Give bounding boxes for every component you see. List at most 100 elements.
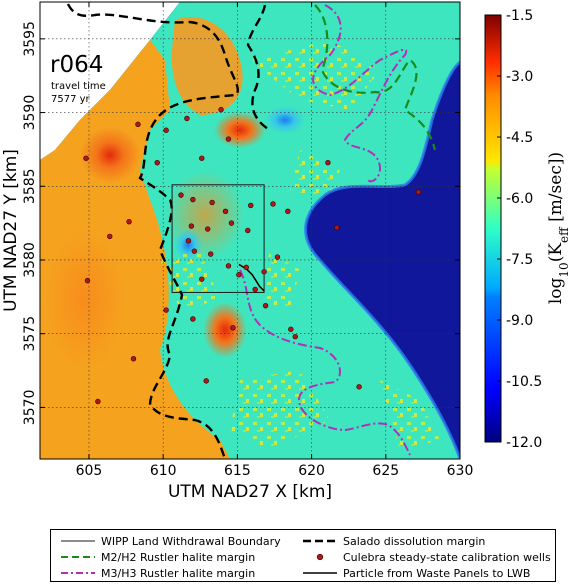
legend-item-particle: Particle from Waste Panels to LWB bbox=[303, 565, 530, 581]
calibration-well bbox=[285, 208, 291, 215]
calibration-well bbox=[225, 136, 232, 142]
no-data-region bbox=[40, 2, 180, 160]
calibration-well bbox=[205, 226, 211, 232]
colorbar bbox=[484, 14, 502, 443]
colorbar-tick-label: -12.0 bbox=[506, 435, 542, 451]
colorbar-tick-label: -7.5 bbox=[506, 252, 533, 268]
calibration-well bbox=[84, 277, 91, 284]
cool-spot-north bbox=[265, 106, 305, 134]
calibration-well bbox=[178, 192, 184, 198]
x-tick-label: 625 bbox=[372, 463, 399, 479]
colorbar-tick-label: -10.5 bbox=[506, 374, 542, 390]
calibration-well bbox=[185, 238, 192, 244]
calibration-well bbox=[163, 307, 169, 313]
calibration-well bbox=[261, 269, 267, 275]
calibration-well bbox=[95, 398, 101, 405]
legend-label: Salado dissolution margin bbox=[343, 534, 486, 548]
y-axis-label: UTM NAD27 Y [km] bbox=[1, 149, 21, 312]
legend-swatch-black-dashed bbox=[303, 535, 337, 547]
colorbar-tick-label: -9.0 bbox=[506, 313, 533, 329]
legend-item-m3h3: M3/H3 Rustler halite margin bbox=[61, 565, 255, 581]
calibration-well bbox=[184, 115, 190, 122]
legend-swatch-green-dashed bbox=[61, 551, 95, 563]
hotspot-center-north bbox=[214, 112, 266, 148]
y-tick-label: 3590 bbox=[22, 95, 38, 131]
calibration-well bbox=[228, 220, 235, 226]
legend-swatch-purple-dashdot bbox=[61, 567, 95, 579]
colorbar-tick-label: -3.0 bbox=[506, 69, 533, 85]
calibration-well bbox=[270, 201, 276, 207]
calibration-well bbox=[207, 251, 214, 257]
calibration-well bbox=[334, 224, 340, 231]
calibration-well bbox=[230, 325, 236, 331]
calibration-well bbox=[288, 326, 294, 332]
hotspot-south bbox=[203, 302, 247, 358]
travel-time-label: travel time bbox=[51, 81, 106, 92]
hotspot-west bbox=[80, 127, 140, 183]
legend-label: Culebra steady-state calibration wells bbox=[343, 550, 551, 564]
calibration-well bbox=[218, 106, 224, 113]
calibration-well bbox=[245, 227, 251, 234]
y-tick-label: 3595 bbox=[22, 21, 38, 57]
calibration-well bbox=[135, 121, 141, 128]
y-tick-label: 3585 bbox=[22, 168, 38, 204]
calibration-well bbox=[130, 356, 137, 362]
salado-dissolution-margin-east bbox=[246, 4, 271, 132]
travel-time-value: 7577 yr bbox=[51, 94, 91, 105]
m2h2-rustler-halite-margin bbox=[314, 4, 437, 151]
y-tick-label: 3580 bbox=[22, 242, 38, 278]
orange-patch-north bbox=[171, 16, 243, 116]
y-tick-label: 3575 bbox=[22, 316, 38, 352]
realization-label: r064 bbox=[50, 52, 103, 78]
grid-lines bbox=[40, 2, 460, 459]
calibration-well bbox=[203, 378, 209, 384]
calibration-well bbox=[209, 199, 215, 206]
calibration-well bbox=[262, 302, 269, 309]
legend-swatch-solid-thin bbox=[61, 535, 95, 547]
calibration-well bbox=[222, 208, 229, 215]
legend-item-salado: Salado dissolution margin bbox=[303, 533, 485, 549]
plot-frame bbox=[39, 1, 461, 460]
calibration-well bbox=[292, 333, 298, 340]
calibration-well bbox=[325, 159, 331, 166]
calibration-well bbox=[107, 233, 113, 240]
calibration-well bbox=[415, 189, 422, 195]
x-axis-label: UTM NAD27 X [km] bbox=[168, 482, 332, 502]
calibration-well bbox=[154, 159, 160, 166]
wipp-land-withdrawal-boundary bbox=[171, 184, 265, 293]
calibration-well bbox=[248, 202, 254, 209]
y-tick-label: 3570 bbox=[22, 390, 38, 426]
x-tick-label: 630 bbox=[447, 463, 474, 479]
m3h3-rustler-halite-margin-south bbox=[239, 269, 411, 456]
colorbar-tick-label: -1.5 bbox=[506, 8, 533, 24]
x-tick-label: 610 bbox=[150, 463, 177, 479]
legend-item-wipp-boundary: WIPP Land Withdrawal Boundary bbox=[61, 533, 281, 549]
colorbar-tick-label: -6.0 bbox=[506, 191, 533, 207]
legend-swatch-well-marker bbox=[303, 551, 337, 563]
salado-dissolution-margin bbox=[66, 3, 239, 459]
legend-swatch-solid-black bbox=[303, 567, 337, 579]
legend-item-wells: Culebra steady-state calibration wells bbox=[303, 549, 551, 565]
x-tick-label: 620 bbox=[298, 463, 325, 479]
legend-label: Particle from Waste Panels to LWB bbox=[343, 566, 531, 580]
colorbar-label: log10(Keff [m/sec]) bbox=[546, 152, 571, 304]
x-tick-label: 605 bbox=[76, 463, 103, 479]
calibration-well bbox=[188, 223, 195, 229]
calibration-well bbox=[225, 263, 232, 269]
bay-edge bbox=[304, 60, 460, 459]
legend: WIPP Land Withdrawal Boundary M2/H2 Rust… bbox=[50, 529, 556, 582]
calibration-well bbox=[199, 276, 205, 282]
warm-zone-southwest bbox=[45, 230, 125, 370]
calibration-well bbox=[274, 254, 281, 260]
x-tick-label: 615 bbox=[224, 463, 251, 479]
colorbar-tick-label: -4.5 bbox=[506, 130, 533, 146]
calibration-well bbox=[356, 384, 362, 390]
legend-item-m2h2: M2/H2 Rustler halite margin bbox=[61, 549, 255, 565]
m3h3-rustler-halite-margin bbox=[312, 4, 408, 183]
calibration-well bbox=[243, 264, 249, 271]
calibration-well bbox=[126, 218, 132, 225]
calibration-well bbox=[191, 248, 198, 254]
calibration-well bbox=[190, 196, 196, 203]
legend-label: M3/H3 Rustler halite margin bbox=[101, 566, 256, 580]
